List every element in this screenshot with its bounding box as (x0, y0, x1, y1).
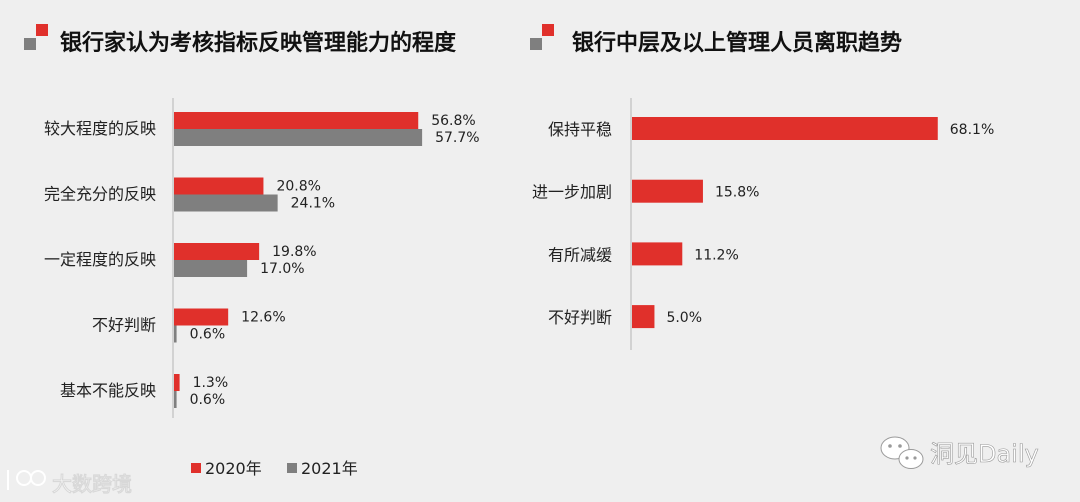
chart2-bars (632, 117, 938, 329)
legend-swatch-2021 (287, 463, 297, 473)
chart1-data-label: 19.8% (272, 244, 316, 260)
chart2-category-label: 进一步加剧 (532, 183, 612, 202)
chart1-data-label: 1.3% (193, 375, 229, 391)
chart2-data-label: 68.1% (950, 122, 994, 138)
chart2-category-label: 有所减缓 (548, 245, 612, 264)
chart1-bar-2021 (174, 325, 177, 343)
chart2-data-label: 15.8% (715, 185, 759, 201)
chart1-data-label: 12.6% (241, 310, 285, 326)
chart1-title: 银行家认为考核指标反映管理能力的程度 (60, 30, 457, 56)
chart1-bars (174, 112, 423, 408)
chart2-bar (632, 179, 703, 203)
watermark-logo-icon (7, 470, 46, 490)
chart1-bar-2021 (174, 260, 248, 277)
watermark-right: 洞见Daily (880, 436, 1039, 469)
chart1-bar-2021 (174, 194, 278, 212)
chart1-bar-2021 (174, 129, 423, 146)
chart1-bar-2020 (174, 243, 260, 260)
watermark-right-text: 洞见Daily (930, 440, 1039, 468)
chart1-bar-2021 (174, 391, 177, 408)
chart1-category-label: 完全充分的反映 (44, 185, 156, 204)
chart1-bar-2020 (174, 374, 180, 391)
watermark-left-text: 大数跨境 (52, 472, 132, 496)
chart1-data-label: 57.7% (435, 130, 479, 146)
watermark-left: 大数跨境 (7, 470, 132, 496)
chart1-category-label: 一定程度的反映 (44, 250, 156, 269)
chart1-bar-2020 (174, 308, 229, 326)
chart2-title: 银行中层及以上管理人员离职趋势 (572, 30, 902, 56)
chart1-data-labels: 56.8%57.7%20.8%24.1%19.8%17.0%12.6%0.6%1… (190, 113, 480, 408)
chart1-data-label: 0.6% (190, 327, 226, 343)
chart2-data-label: 11.2% (694, 247, 738, 263)
legend-label-2021: 2021年 (301, 459, 358, 478)
chart1-title-group: 银行家认为考核指标反映管理能力的程度 (24, 24, 457, 56)
chart1-data-label: 0.6% (190, 392, 226, 408)
chart1-bar-2020 (174, 112, 419, 129)
wechat-icon (880, 436, 924, 469)
chart2-data-label: 5.0% (666, 310, 702, 326)
chart1-category-label: 基本不能反映 (60, 381, 156, 400)
legend-label-2020: 2020年 (205, 459, 262, 478)
chart2-category-label: 保持平稳 (548, 120, 612, 139)
chart2-title-icon-gray (530, 38, 542, 50)
chart2-title-icon-red (542, 24, 554, 36)
chart2-category-label: 不好判断 (548, 308, 612, 327)
chart1-bar-2020 (174, 177, 264, 195)
legend-swatch-2020 (191, 463, 201, 473)
chart1-data-label: 24.1% (291, 196, 335, 212)
chart1-data-label: 20.8% (276, 179, 320, 195)
chart2-bar (632, 305, 655, 329)
chart2-data-labels: 68.1% 15.8% 11.2% 5.0% (666, 122, 994, 326)
chart1-data-label: 56.8% (431, 113, 475, 129)
chart1-title-icon-gray (24, 38, 36, 50)
chart1-category-label: 不好判断 (92, 316, 156, 335)
chart2-bar (632, 117, 938, 140)
chart2-bar (632, 242, 683, 266)
chart1-data-label: 17.0% (260, 261, 304, 277)
chart1-title-icon-red (36, 24, 48, 36)
chart1-legend: 2020年 2021年 (191, 459, 358, 478)
chart2-title-group: 银行中层及以上管理人员离职趋势 (530, 24, 902, 56)
chart1-category-label: 较大程度的反映 (44, 119, 156, 138)
